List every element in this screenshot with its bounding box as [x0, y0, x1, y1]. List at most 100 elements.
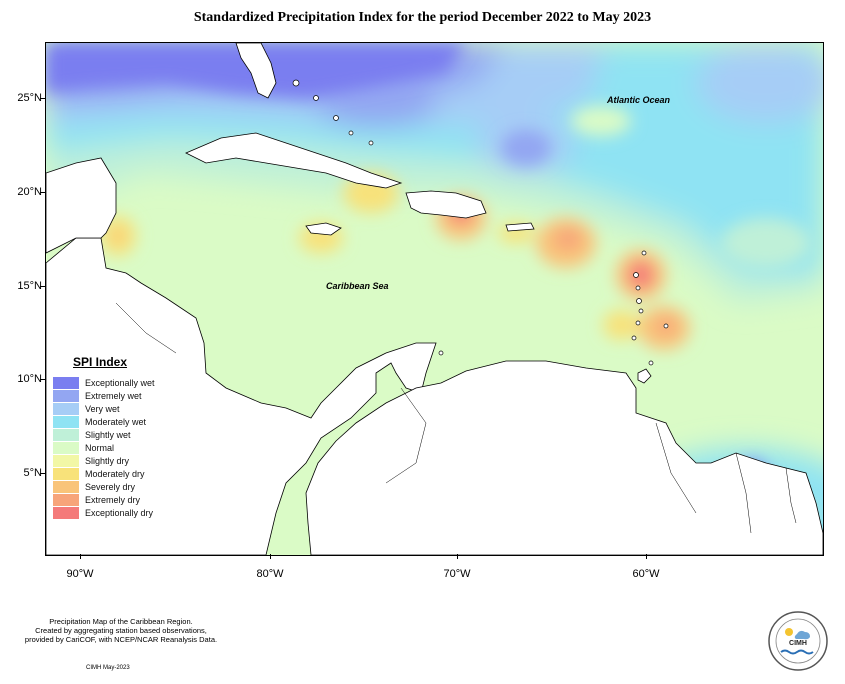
legend-swatch: [53, 441, 79, 454]
legend-title: SPI Index: [73, 355, 128, 369]
legend-item: Severely dry: [53, 480, 135, 493]
border-suriname: [735, 452, 752, 534]
hispaniola: [405, 190, 487, 219]
island-dominica: [635, 285, 641, 291]
normal-atlantic-patch: [571, 106, 631, 136]
normal-east-patch: [721, 218, 811, 268]
dry-guadeloupe-core: [628, 261, 654, 289]
lat-tick: [40, 473, 45, 474]
puerto-rico: [505, 222, 535, 232]
cimh-logo: CIMH: [767, 610, 829, 672]
legend-label: Moderately wet: [85, 416, 147, 427]
sun-icon: [785, 628, 793, 636]
waves-icon: [780, 649, 814, 655]
dry-virgin-islands-core: [554, 228, 582, 250]
lon-tick: [270, 554, 271, 559]
legend-label: Extremely wet: [85, 390, 142, 401]
very-wet-east: [696, 43, 823, 123]
border-central-am: [115, 302, 177, 354]
legend-item: Normal: [53, 441, 114, 454]
border-ven-col: [385, 387, 427, 484]
island-bahamas-1: [292, 79, 300, 87]
legend-label: Severely dry: [85, 481, 136, 492]
border-fguiana: [785, 467, 797, 524]
legend-swatch: [53, 493, 79, 506]
legend-swatch: [53, 467, 79, 480]
spi-map: Atlantic Ocean Caribbean Sea: [45, 42, 824, 556]
map-title: Standardized Precipitation Index for the…: [193, 10, 652, 25]
island-st-lucia: [638, 308, 644, 314]
island-tobago: [648, 360, 654, 366]
central-america: [46, 237, 437, 555]
legend-label: Extremely dry: [85, 494, 141, 505]
legend-label: Slightly wet: [85, 429, 131, 440]
dry-st-vincent: [603, 310, 639, 340]
lat-tick: [40, 98, 45, 99]
legend-label: Normal: [85, 442, 115, 453]
caribbean-sea-label: Caribbean Sea: [326, 281, 389, 291]
jamaica: [305, 222, 342, 236]
island-barbados: [663, 323, 669, 329]
footer-line-1: Precipitation Map of the Caribbean Regio…: [49, 617, 193, 626]
lon-label-60: 60°W: [632, 568, 660, 580]
legend-swatch: [53, 402, 79, 415]
lon-label-80: 80°W: [256, 568, 284, 580]
mexico-south: [46, 157, 117, 254]
cloud-icon: [794, 630, 810, 640]
lon-tick: [80, 554, 81, 559]
legend-label: Moderately dry: [85, 468, 145, 479]
legend-swatch: [53, 428, 79, 441]
lon-label-90: 90°W: [66, 568, 94, 580]
legend-swatch: [53, 506, 79, 519]
island-bahamas-4: [348, 130, 354, 136]
legend-item: Exceptionally wet: [53, 376, 155, 389]
island-aruba: [438, 350, 444, 356]
legend-label: Slightly dry: [85, 455, 130, 466]
island-bahamas-3: [333, 115, 339, 121]
legend-item: Extremely wet: [53, 389, 142, 402]
footer-line-3: provided by CariCOF, with NCEP/NCAR Rean…: [24, 635, 218, 644]
border-guyana: [655, 422, 697, 514]
atlantic-ocean-label: Atlantic Ocean: [607, 95, 671, 105]
lat-tick: [40, 286, 45, 287]
lon-label-70: 70°W: [443, 568, 471, 580]
legend-item: Slightly dry: [53, 454, 129, 467]
lat-label-25: 25°N: [17, 92, 42, 104]
cuba: [185, 132, 403, 189]
lon-tick: [457, 554, 458, 559]
legend-label: Very wet: [85, 403, 120, 414]
island-st-vincent: [635, 320, 641, 326]
legend-label: Exceptionally wet: [85, 377, 155, 388]
legend-item: Slightly wet: [53, 428, 131, 441]
footer-credit: CIMH May-2023: [86, 665, 130, 671]
island-bahamas-2: [313, 95, 319, 101]
lat-label-15: 15°N: [17, 280, 42, 292]
legend-item: Moderately dry: [53, 467, 145, 480]
legend-swatch: [53, 389, 79, 402]
lon-tick: [646, 554, 647, 559]
extremely-wet-atlantic: [501, 130, 551, 166]
island-guadeloupe: [633, 272, 639, 278]
legend-swatch: [53, 415, 79, 428]
footer-line-2: Created by aggregating station based obs…: [35, 626, 207, 635]
lat-label-20: 20°N: [17, 186, 42, 198]
legend-item: Extremely dry: [53, 493, 140, 506]
lat-tick: [40, 192, 45, 193]
island-bahamas-5: [368, 140, 374, 146]
legend-item: Exceptionally dry: [53, 506, 153, 519]
lat-tick: [40, 379, 45, 380]
lat-label-5: 5°N: [23, 467, 42, 479]
island-grenada: [631, 335, 637, 341]
island-martinique: [636, 298, 642, 304]
legend-item: Very wet: [53, 402, 120, 415]
florida: [235, 43, 277, 99]
legend-item: Moderately wet: [53, 415, 146, 428]
legend-label: Exceptionally dry: [85, 507, 154, 518]
legend-swatch: [53, 454, 79, 467]
legend-swatch: [53, 480, 79, 493]
footer-description: Precipitation Map of the Caribbean Regio…: [6, 617, 236, 644]
dry-belize-core: [112, 229, 124, 243]
trinidad: [637, 368, 652, 384]
island-antigua: [641, 250, 647, 256]
lat-label-10: 10°N: [17, 373, 42, 385]
